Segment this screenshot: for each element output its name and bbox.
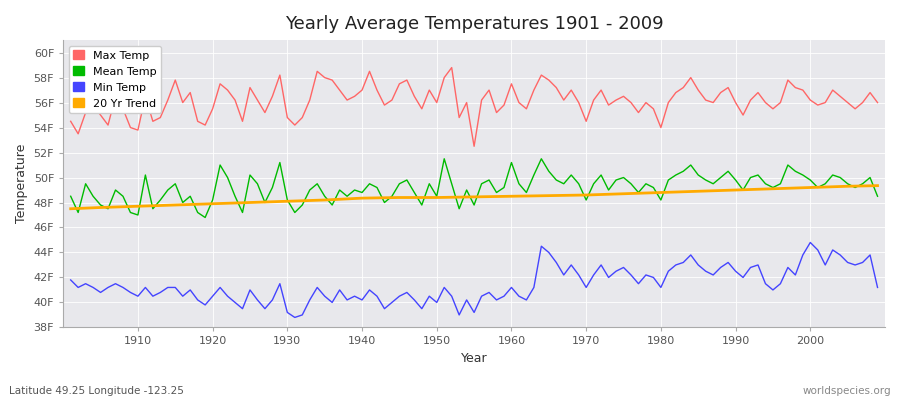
- Y-axis label: Temperature: Temperature: [15, 144, 28, 224]
- X-axis label: Year: Year: [461, 352, 488, 365]
- Legend: Max Temp, Mean Temp, Min Temp, 20 Yr Trend: Max Temp, Mean Temp, Min Temp, 20 Yr Tre…: [68, 46, 161, 113]
- Text: worldspecies.org: worldspecies.org: [803, 386, 891, 396]
- Text: Latitude 49.25 Longitude -123.25: Latitude 49.25 Longitude -123.25: [9, 386, 184, 396]
- Title: Yearly Average Temperatures 1901 - 2009: Yearly Average Temperatures 1901 - 2009: [284, 15, 663, 33]
